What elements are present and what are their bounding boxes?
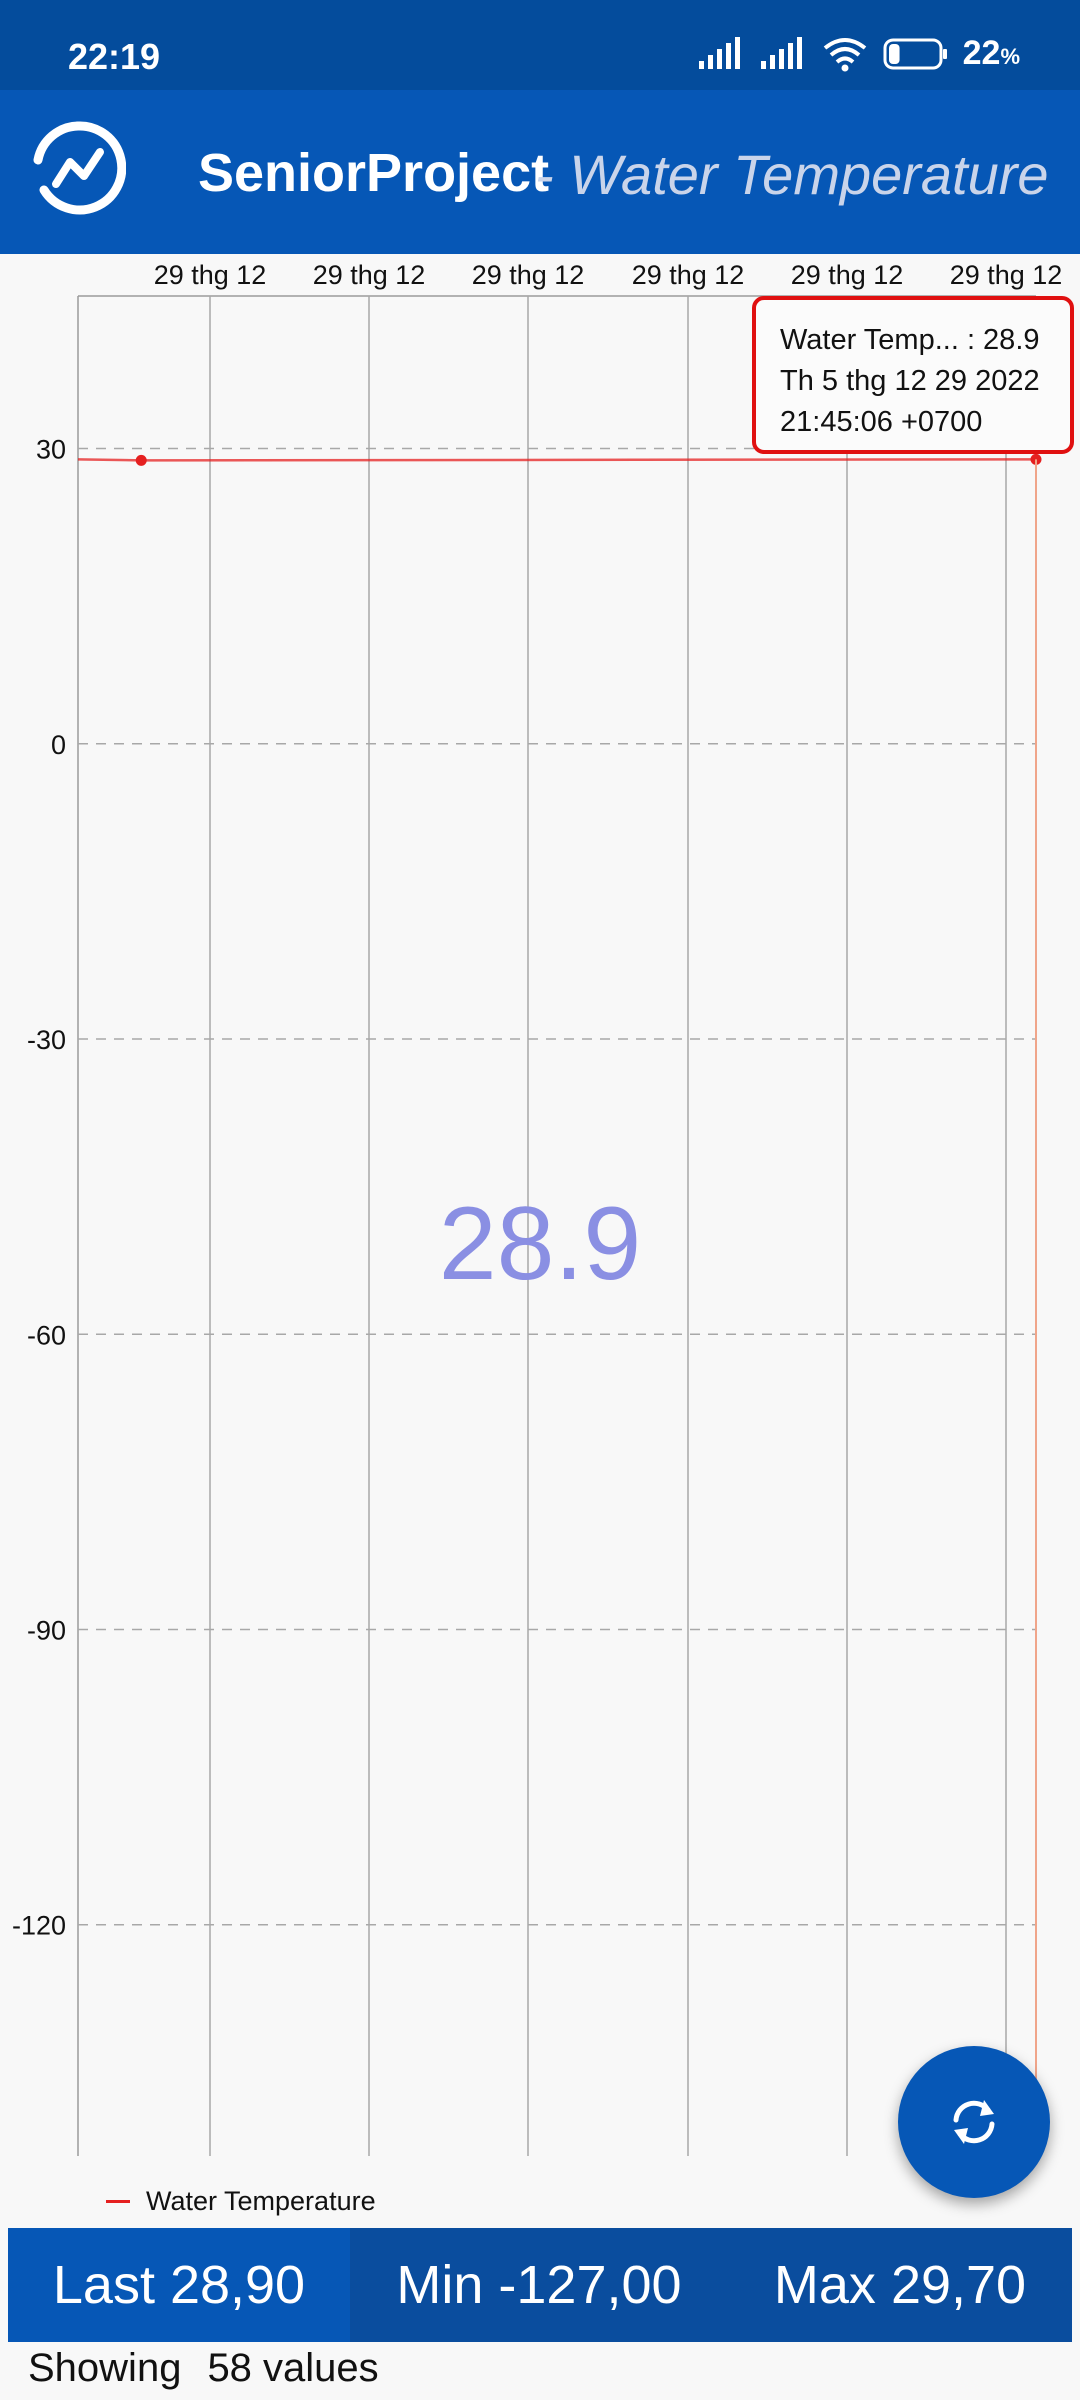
y-tick-label: -60 <box>27 1320 66 1350</box>
battery-percentage: 22% <box>962 34 1020 72</box>
status-time: 22:19 <box>68 36 161 77</box>
y-tick-label: 0 <box>51 730 66 760</box>
values-count-label: Showing <box>28 2346 182 2390</box>
values-count-value: 58 values <box>207 2346 379 2390</box>
refresh-button[interactable] <box>898 2046 1050 2198</box>
chart-legend: Water Temperature <box>106 2186 376 2217</box>
stat-max[interactable]: Max 29,70 <box>728 2228 1072 2342</box>
status-bar: 22:19 22% <box>0 0 1080 90</box>
wifi-icon <box>823 37 866 71</box>
y-tick-label: -120 <box>12 1911 66 1941</box>
x-tick-label: 29 thg 12 <box>791 260 904 290</box>
app-bar: SeniorProject - Water Temperature <box>0 90 1080 254</box>
cellular-signal-icon <box>760 36 802 69</box>
status-icons: 22% <box>697 34 1020 73</box>
x-tick-label: 29 thg 12 <box>632 260 745 290</box>
legend-swatch <box>106 2200 130 2203</box>
page-subtitle: - Water Temperature <box>535 143 1049 206</box>
cellular-signal-icon <box>698 36 740 69</box>
legend-label: Water Temperature <box>146 2186 376 2216</box>
refresh-icon <box>953 2100 995 2144</box>
stat-max-label: Max 29,70 <box>773 2255 1027 2315</box>
stat-last[interactable]: Last 28,90 <box>8 2228 350 2342</box>
tooltip-date: Th 5 thg 12 29 2022 <box>780 365 1040 397</box>
y-tick-label: -30 <box>27 1025 66 1055</box>
stat-last-label: Last 28,90 <box>52 2255 306 2315</box>
chart-svg[interactable]: 29 thg 12 29 thg 12 29 thg 12 29 thg 12 29 t… <box>0 254 1080 2204</box>
values-count: Showing 58 values <box>28 2346 405 2391</box>
stat-min-label: Min -127,00 <box>396 2255 682 2315</box>
tooltip-time: 21:45:06 +0700 <box>780 406 983 438</box>
x-tick-label: 29 thg 12 <box>472 260 585 290</box>
chart-tooltip: Water Temp... : 28.9 Th 5 thg 12 29 2022… <box>752 296 1074 454</box>
x-tick-label: 29 thg 12 <box>154 260 267 290</box>
series-line <box>77 458 1037 462</box>
data-point <box>135 454 147 466</box>
stat-min[interactable]: Min -127,00 <box>350 2228 728 2342</box>
app-title: SeniorProject <box>198 143 550 203</box>
chart-logo-icon[interactable] <box>30 120 126 216</box>
x-tick-label: 29 thg 12 <box>950 260 1063 290</box>
x-tick-label: 29 thg 12 <box>313 260 426 290</box>
stats-bar: Last 28,90 Min -127,00 Max 29,70 <box>8 2228 1072 2342</box>
battery-icon <box>883 38 947 69</box>
y-tick-label: 30 <box>36 435 66 465</box>
y-tick-label: -90 <box>27 1615 66 1645</box>
tooltip-value: Water Temp... : 28.9 <box>780 324 1040 356</box>
line-chart[interactable]: 29 thg 12 29 thg 12 29 thg 12 29 thg 12 29 t… <box>0 254 1080 2204</box>
